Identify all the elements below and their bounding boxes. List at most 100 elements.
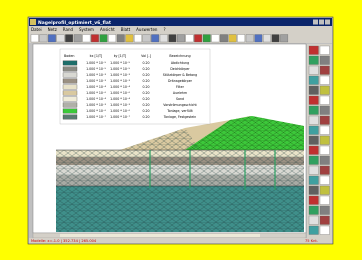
- side-button[interactable]: [320, 146, 330, 155]
- maximize-button[interactable]: [319, 20, 324, 25]
- toolbar-button[interactable]: [246, 35, 254, 43]
- toolbar-button[interactable]: [194, 35, 202, 43]
- toolbar-button[interactable]: [117, 35, 125, 43]
- legend-cell: 0.20: [142, 97, 149, 101]
- toolbar-button[interactable]: [74, 35, 82, 43]
- toolbar-button[interactable]: [169, 35, 177, 43]
- legend-swatch: [63, 103, 77, 107]
- side-button[interactable]: [320, 46, 330, 55]
- side-button[interactable]: [309, 106, 319, 115]
- side-button[interactable]: [320, 116, 330, 125]
- legend-cell: 0.20: [142, 61, 149, 65]
- side-button[interactable]: [309, 176, 319, 185]
- side-button[interactable]: [320, 106, 330, 115]
- menu-item[interactable]: Rand: [63, 27, 74, 32]
- side-button[interactable]: [320, 96, 330, 105]
- side-button[interactable]: [309, 46, 319, 55]
- menu-item[interactable]: Blatt: [121, 27, 131, 32]
- side-button[interactable]: [309, 126, 319, 135]
- side-button[interactable]: [309, 146, 319, 155]
- toolbar-button[interactable]: [65, 35, 73, 43]
- menu-item[interactable]: Datei: [31, 27, 42, 32]
- side-button[interactable]: [309, 56, 319, 65]
- toolbar-button[interactable]: [203, 35, 211, 43]
- side-button[interactable]: [320, 186, 330, 195]
- legend-cell: Tonlage, Festgestein: [163, 115, 197, 119]
- side-button[interactable]: [320, 166, 330, 175]
- side-button[interactable]: [320, 56, 330, 65]
- toolbar-button[interactable]: [220, 35, 228, 43]
- toolbar-button[interactable]: [255, 35, 263, 43]
- legend-cell: 1.000 * 10⁻⁶: [86, 109, 106, 113]
- toolbar-button[interactable]: [91, 35, 99, 43]
- toolbar-button[interactable]: [108, 35, 116, 43]
- toolbar-button[interactable]: [186, 35, 194, 43]
- side-button[interactable]: [309, 186, 319, 195]
- toolbar-button[interactable]: [134, 35, 142, 43]
- toolbar-button[interactable]: [143, 35, 151, 43]
- mesh-grid: [56, 186, 304, 232]
- close-button[interactable]: [325, 20, 330, 25]
- legend-header: ky [1/T]: [114, 54, 127, 58]
- window-buttons: [313, 20, 330, 25]
- toolbar-button[interactable]: [31, 35, 39, 43]
- side-button[interactable]: [320, 66, 330, 75]
- toolbar-button[interactable]: [40, 35, 48, 43]
- side-button[interactable]: [320, 86, 330, 95]
- side-button[interactable]: [320, 156, 330, 165]
- menu-item[interactable]: System: [79, 27, 94, 32]
- side-button[interactable]: [309, 86, 319, 95]
- side-button[interactable]: [320, 76, 330, 85]
- legend-cell: 1.000 * 10⁻³: [110, 79, 130, 83]
- legend-cell: Tonlage, verfüllt: [166, 109, 193, 113]
- legend-cell: 0.20: [142, 73, 149, 77]
- toolbar-button[interactable]: [151, 35, 159, 43]
- legend-cell: 1.000 * 10⁻⁶: [110, 109, 130, 113]
- toolbar-button[interactable]: [126, 35, 134, 43]
- scroll-thumb[interactable]: [60, 234, 260, 237]
- side-button[interactable]: [309, 76, 319, 85]
- menu-item[interactable]: Netz: [48, 27, 57, 32]
- legend-swatch: [63, 91, 77, 95]
- side-button[interactable]: [309, 216, 319, 225]
- minimize-button[interactable]: [313, 20, 318, 25]
- side-button[interactable]: [320, 226, 330, 235]
- side-button[interactable]: [309, 166, 319, 175]
- side-button[interactable]: [320, 216, 330, 225]
- toolbar-button[interactable]: [272, 35, 280, 43]
- toolbar-button[interactable]: [100, 35, 108, 43]
- toolbar-button[interactable]: [229, 35, 237, 43]
- side-button[interactable]: [320, 136, 330, 145]
- side-button[interactable]: [320, 196, 330, 205]
- side-button[interactable]: [320, 126, 330, 135]
- menu-item[interactable]: Ansicht: [100, 27, 115, 32]
- side-button[interactable]: [309, 136, 319, 145]
- side-button[interactable]: [309, 116, 319, 125]
- legend-cell: Stützkörper & Betong: [163, 73, 197, 77]
- side-button[interactable]: [309, 196, 319, 205]
- legend-cell: 0.20: [142, 109, 149, 113]
- toolbar-button[interactable]: [237, 35, 245, 43]
- toolbar-button[interactable]: [280, 35, 288, 43]
- menu-item[interactable]: ?: [163, 27, 165, 32]
- toolbar-button[interactable]: [212, 35, 220, 43]
- side-button[interactable]: [309, 96, 319, 105]
- toolbar-button[interactable]: [263, 35, 271, 43]
- legend-header: Boden: [64, 54, 75, 58]
- toolbar-button[interactable]: [83, 35, 91, 43]
- toolbar-button[interactable]: [160, 35, 168, 43]
- side-button[interactable]: [320, 206, 330, 215]
- side-button[interactable]: [309, 226, 319, 235]
- side-button[interactable]: [309, 206, 319, 215]
- legend-cell: 1.000 * 10⁻³: [110, 73, 130, 77]
- side-button[interactable]: [309, 66, 319, 75]
- toolbar-button[interactable]: [57, 35, 65, 43]
- menu-item[interactable]: Auswerten: [136, 27, 158, 32]
- side-button[interactable]: [320, 176, 330, 185]
- side-button[interactable]: [309, 156, 319, 165]
- legend-cell: 1.000 * 10⁻³: [110, 103, 130, 107]
- legend-header: Bezeichnung: [169, 54, 190, 58]
- toolbar-button[interactable]: [177, 35, 185, 43]
- legend-cell: 1.000 * 10⁻⁴: [86, 97, 106, 101]
- toolbar-button[interactable]: [48, 35, 56, 43]
